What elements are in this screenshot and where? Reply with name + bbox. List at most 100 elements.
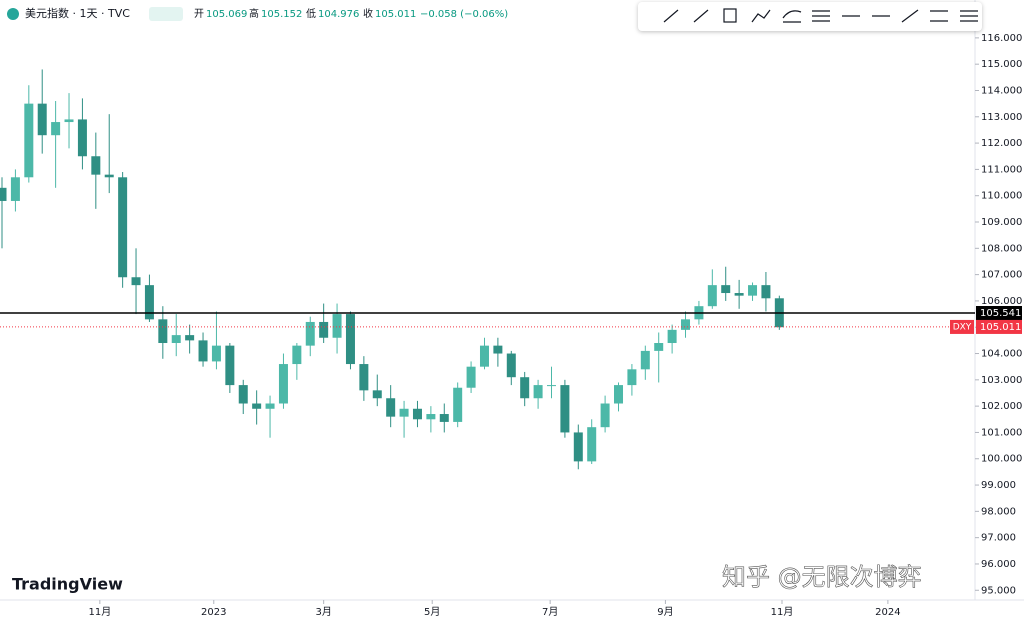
candle-body: [265, 403, 275, 409]
x-tick-label: 2024: [875, 607, 900, 618]
candle-body: [144, 285, 154, 320]
y-tick-label: 97.000: [981, 533, 1016, 544]
candle-body: [319, 321, 329, 338]
candle-body: [386, 398, 396, 417]
hline-label-box: [976, 305, 1022, 320]
x-tick-label: 5月: [424, 606, 440, 618]
candle-body: [104, 174, 114, 178]
candle-body: [654, 343, 664, 351]
open-value: 105.069: [206, 9, 247, 20]
last-price-box: [976, 319, 1022, 334]
candle-body: [533, 385, 543, 399]
high-value: 105.152: [261, 9, 302, 20]
candle-body: [600, 403, 610, 428]
open-label: 开: [194, 9, 204, 20]
y-tick-label: 113.000: [981, 112, 1022, 123]
candle-body: [278, 364, 288, 404]
candle-body: [587, 427, 597, 462]
low-label: 低: [306, 7, 316, 20]
candle-body: [681, 319, 691, 330]
x-tick-label: 2023: [201, 607, 226, 618]
y-tick-label: 101.000: [981, 427, 1022, 438]
y-tick-label: 109.000: [981, 217, 1022, 228]
y-tick-label: 116.000: [981, 33, 1022, 44]
y-tick-label: 103.000: [981, 375, 1022, 386]
symbol-icon: [7, 8, 19, 20]
candle-body: [453, 387, 463, 422]
candle-body: [131, 277, 141, 286]
last-price-label: 105.011: [980, 322, 1021, 333]
candle-body: [506, 353, 516, 378]
symbol-label: DXY: [953, 322, 972, 332]
logo: TradingView: [12, 575, 123, 594]
candle-body: [118, 177, 128, 278]
x-tick-label: 3月: [315, 606, 331, 618]
x-tick-label: 7月: [542, 606, 558, 618]
high-label: 高: [249, 7, 259, 20]
candle-body: [252, 403, 262, 409]
candle-body: [359, 364, 369, 391]
close-value: 105.011: [375, 9, 416, 20]
candle-body: [479, 345, 489, 367]
candle-body: [399, 408, 409, 417]
close-label: 收: [363, 7, 373, 20]
status-badge: [149, 7, 183, 21]
y-tick-label: 111.000: [981, 164, 1022, 175]
candle-body: [546, 385, 556, 387]
change: −0.058 (−0.06%): [420, 9, 508, 20]
symbol-label-box: [950, 319, 974, 334]
candle-body: [24, 103, 34, 178]
y-tick-label: 100.000: [981, 454, 1022, 465]
candle-body: [225, 345, 235, 386]
y-tick-label: 110.000: [981, 191, 1022, 202]
symbol: 美元指数 · 1天 · TVC: [25, 6, 130, 20]
y-tick-label: 96.000: [981, 559, 1016, 570]
candle-body: [734, 293, 744, 296]
candle-body: [707, 285, 717, 307]
low-value: 104.976: [318, 9, 359, 20]
y-tick-label: 115.000: [981, 59, 1022, 70]
candle-body: [614, 385, 624, 404]
x-tick-label: 11月: [771, 606, 794, 618]
y-tick-label: 114.000: [981, 85, 1022, 96]
candle-body: [466, 366, 476, 388]
watermark: 知乎 @无限次博弈: [722, 563, 922, 591]
candle-body: [640, 350, 650, 370]
candle-body: [10, 177, 20, 201]
candle-body: [560, 385, 570, 433]
candle-body: [238, 385, 248, 404]
candle-body: [185, 335, 195, 341]
x-tick-label: 9月: [657, 606, 673, 618]
candle-body: [64, 119, 74, 123]
candle-body: [520, 377, 530, 399]
candle-body: [171, 335, 181, 344]
candle-body: [412, 408, 422, 420]
candle-body: [37, 103, 47, 136]
candle-body: [211, 345, 221, 362]
candle-body: [77, 119, 87, 157]
candle-body: [372, 390, 382, 399]
y-tick-label: 107.000: [981, 270, 1022, 281]
candle-body: [573, 432, 583, 462]
candle-body: [627, 369, 637, 386]
candle-body: [493, 345, 503, 354]
candle-body: [721, 285, 731, 294]
x-tick-label: 11月: [88, 606, 111, 618]
candle-body: [345, 314, 355, 365]
candle-body: [761, 285, 771, 299]
y-tick-label: 102.000: [981, 401, 1022, 412]
candle-body: [91, 156, 101, 175]
candle-body: [332, 314, 342, 338]
candle-body: [0, 187, 7, 201]
y-tick-label: 99.000: [981, 480, 1016, 491]
y-tick-label: 106.000: [981, 296, 1022, 307]
y-tick-label: 98.000: [981, 506, 1016, 517]
candle-body: [158, 319, 168, 344]
candle-body: [292, 345, 302, 365]
hline-label: 105.541: [980, 308, 1021, 319]
candle-body: [748, 285, 758, 296]
drawing-toolbar[interactable]: [638, 2, 982, 31]
y-tick-label: 95.000: [981, 585, 1016, 596]
